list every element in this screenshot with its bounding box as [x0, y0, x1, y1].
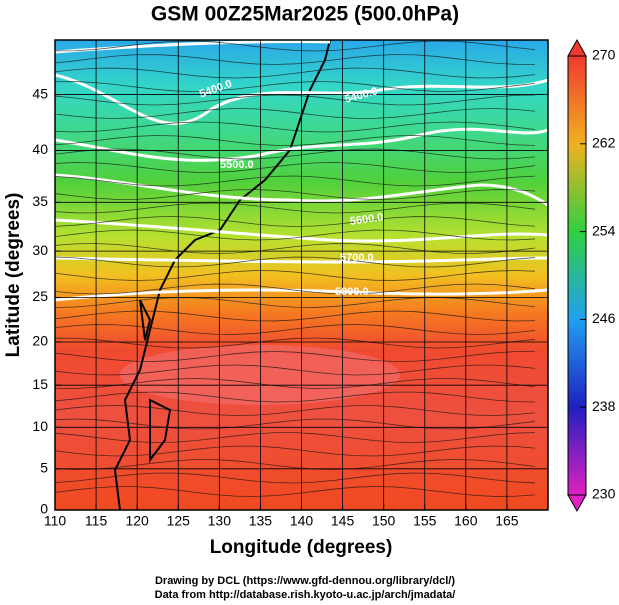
streamline — [55, 364, 536, 376]
y-axis-title: Latitude (degrees) — [3, 193, 24, 358]
streamline — [55, 148, 536, 160]
streamline — [55, 445, 536, 457]
streamline — [55, 189, 536, 200]
contour-line — [55, 173, 548, 207]
colorbar-tick-label: 238 — [592, 398, 616, 414]
decoration — [55, 40, 548, 510]
x-tick-label: 165 — [495, 513, 519, 529]
streamline — [55, 243, 536, 254]
y-tick-label: 20 — [32, 333, 48, 349]
y-tick-label: 5 — [40, 460, 48, 476]
streamline — [55, 270, 536, 281]
y-tick-label: 45 — [32, 85, 48, 101]
y-tick-label: 35 — [32, 193, 48, 209]
streamline — [55, 229, 536, 241]
streamline — [55, 94, 536, 106]
x-axis-title: Longitude (degrees) — [210, 537, 393, 558]
x-tick-label: 160 — [454, 513, 478, 529]
x-tick-label: 115 — [85, 513, 108, 529]
streamline — [55, 486, 536, 497]
colorbar-arrow — [567, 38, 587, 57]
streamline — [55, 135, 536, 146]
streamline — [55, 202, 536, 214]
streamline — [55, 472, 536, 484]
streamline — [55, 256, 536, 268]
colorbar-tick-label: 262 — [592, 135, 616, 151]
contour-line — [55, 218, 548, 243]
colorbar-tick-label: 254 — [592, 222, 616, 238]
streamline — [55, 40, 536, 52]
streamline — [55, 432, 536, 443]
contour-label: 5800.0 — [335, 286, 369, 298]
colorbar-tick-label: 230 — [592, 486, 616, 502]
streamline — [55, 121, 536, 133]
streamline — [55, 283, 536, 295]
footer-text: Data from http://database.rish.kyoto-u.a… — [155, 589, 456, 601]
y-tick-label: 10 — [32, 418, 48, 434]
y-tick-label: 30 — [32, 242, 48, 258]
x-tick-label: 110 — [44, 513, 67, 529]
contour-label: 5500.0 — [220, 159, 254, 171]
coastline — [113, 40, 331, 510]
x-tick-label: 135 — [249, 513, 273, 529]
x-tick-label: 120 — [125, 513, 149, 529]
streamline — [55, 216, 536, 227]
streamline — [55, 418, 536, 430]
streamline — [55, 310, 536, 322]
streamline — [55, 324, 536, 335]
contour-line — [55, 256, 548, 264]
streamline — [55, 67, 536, 79]
streamline — [55, 351, 536, 362]
contour-label: 5600.0 — [349, 211, 384, 228]
streamline — [55, 108, 536, 119]
colorbar-tick-label: 246 — [592, 310, 616, 326]
footer-text: Drawing by DCL (https://www.gfd-dennou.o… — [155, 575, 455, 587]
contour-line — [55, 288, 548, 302]
streamline — [55, 405, 536, 416]
streamline — [55, 391, 536, 403]
streamline — [55, 175, 536, 187]
warm-core — [120, 345, 400, 405]
colorbar-arrow — [567, 494, 587, 513]
contour-label: 5700.0 — [340, 252, 374, 264]
coastline — [139, 299, 172, 463]
streamline — [55, 54, 536, 65]
streamline — [55, 459, 536, 470]
colorbar-tick-label: 270 — [592, 47, 616, 63]
x-tick-label: 140 — [290, 513, 314, 529]
contour-line — [55, 127, 548, 162]
x-tick-label: 145 — [331, 513, 355, 529]
contour-line — [55, 73, 548, 125]
x-tick-label: 155 — [413, 513, 437, 529]
y-tick-label: 40 — [32, 141, 48, 157]
streamline — [55, 162, 536, 173]
streamline — [55, 81, 536, 92]
y-tick-label: 0 — [40, 501, 48, 517]
chart-title: GSM 00Z25Mar2025 (500.0hPa) — [151, 3, 459, 26]
x-tick-label: 150 — [372, 513, 396, 529]
y-tick-label: 15 — [32, 376, 48, 392]
y-tick-label: 25 — [32, 288, 48, 304]
x-tick-label: 125 — [167, 513, 191, 529]
x-tick-label: 130 — [208, 513, 232, 529]
colorbar — [567, 55, 587, 496]
streamline — [55, 297, 536, 308]
